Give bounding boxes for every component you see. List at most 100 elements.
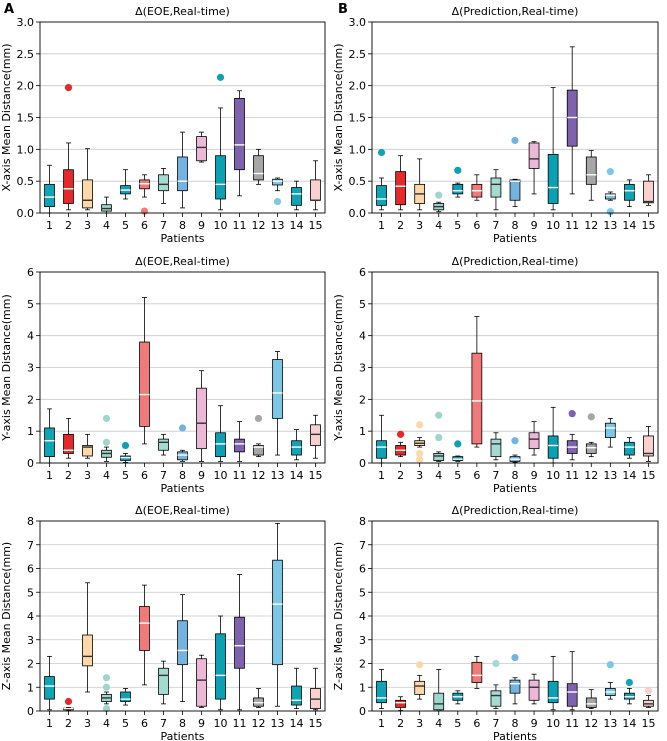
box-body [177,451,188,461]
x-tick-label: 4 [103,219,110,232]
x-tick-label: 10 [214,219,228,232]
box-patient-9 [196,370,207,462]
box-patient-7 [490,432,502,461]
y-tick-label: 0.5 [17,175,35,188]
plot-frame [39,520,326,712]
y-tick-label: 8 [27,515,34,528]
box-body [272,559,283,666]
box-body [291,187,302,206]
y-tick-label: 0.0 [17,207,35,220]
box-patient-3 [82,148,93,211]
y-tick-label: 3 [359,634,366,647]
box-patient-5 [452,440,464,462]
y-tick-label: 0 [27,705,34,718]
y-tick-label: 2 [359,393,366,406]
x-tick-label: 13 [271,717,285,730]
outlier-point [606,661,614,669]
box-body [643,180,654,204]
x-tick-label: 5 [122,469,129,482]
box-patient-12 [253,688,264,708]
box-body [196,658,207,707]
x-tick-label: 14 [290,469,304,482]
box-patient-7 [490,169,502,211]
outlier-point [625,678,634,687]
box-patient-15 [643,687,654,708]
x-tick-label: 7 [160,717,167,730]
box-body [376,680,387,704]
outlier-point [102,674,111,682]
box-patient-4 [101,674,112,713]
y-tick-label: 2 [359,658,366,671]
x-tick-label: 5 [122,219,129,232]
x-tick-label: 4 [435,717,442,730]
y-tick-label: 5 [27,298,34,311]
box-patient-15 [310,160,321,211]
box-body [395,171,406,206]
y-tick-label: 1 [27,425,34,438]
outlier-point [511,437,519,445]
y-tick-label: 4 [27,610,34,623]
panel-letter-a: A [4,2,14,17]
x-tick-label: 15 [641,469,655,482]
y-tick-label: 0.5 [349,175,367,188]
x-tick-label: 11 [565,219,579,232]
box-patient-1 [376,148,387,211]
box-patient-10 [215,615,226,711]
box-body [509,179,521,201]
x-tick-label: 8 [179,469,186,482]
y-tick-label: 3 [27,634,34,647]
x-tick-label: 9 [198,219,205,232]
box-body [272,178,283,186]
outlier-point [416,661,424,669]
y-tick-label: 2 [27,393,34,406]
box-patient-11 [234,90,245,197]
outlier-point [121,441,130,450]
box-body [433,453,445,461]
x-tick-label: 10 [546,469,560,482]
y-tick-label: 4 [27,330,34,343]
x-tick-label: 9 [531,469,538,482]
box-body [547,680,559,704]
box-body [310,424,321,446]
box-patient-13 [272,351,283,456]
box-body [291,440,302,456]
x-tick-label: 13 [271,469,285,482]
chart-title: Δ(Prediction,Real-time) [452,5,579,18]
x-axis-label: Patients [493,482,537,495]
x-axis-label: Patients [160,482,204,495]
y-tick-label: 6 [359,563,366,576]
box-patient-2 [395,430,406,458]
x-tick-label: 7 [160,219,167,232]
box-body [120,691,131,702]
x-tick-label: 6 [473,717,480,730]
y-tick-label: 3 [27,362,34,375]
box-patient-2 [63,83,74,211]
y-tick-label: 5 [359,586,366,599]
x-tick-label: 6 [141,717,148,730]
box-patient-13 [604,168,616,216]
box-body [234,438,245,453]
box-body [376,440,387,459]
y-tick-label: 3.0 [17,16,35,29]
box-patient-6 [471,655,483,689]
box-body [139,341,150,427]
box-patient-12 [585,689,597,710]
box-patient-8 [509,653,521,705]
y-tick-label: 4 [359,610,366,623]
x-tick-label: 11 [233,717,247,730]
x-tick-label: 12 [584,469,598,482]
outlier-point [102,414,111,423]
plot-frame [39,271,326,464]
box-body [490,690,502,707]
x-tick-label: 14 [290,717,304,730]
x-tick-label: 11 [565,469,579,482]
box-patient-4 [101,196,112,214]
x-tick-label: 8 [179,219,186,232]
box-patient-1 [376,669,387,710]
y-tick-label: 2.0 [17,80,35,93]
outlier-point [435,191,443,199]
x-axis-label: Patients [160,730,204,741]
